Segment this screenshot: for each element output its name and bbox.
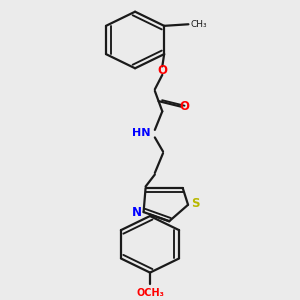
- Text: O: O: [179, 100, 189, 113]
- Text: O: O: [157, 64, 167, 77]
- Text: OCH₃: OCH₃: [136, 288, 164, 298]
- Text: HN: HN: [132, 128, 150, 138]
- Text: S: S: [191, 197, 200, 210]
- Text: CH₃: CH₃: [190, 20, 207, 29]
- Text: N: N: [132, 206, 142, 219]
